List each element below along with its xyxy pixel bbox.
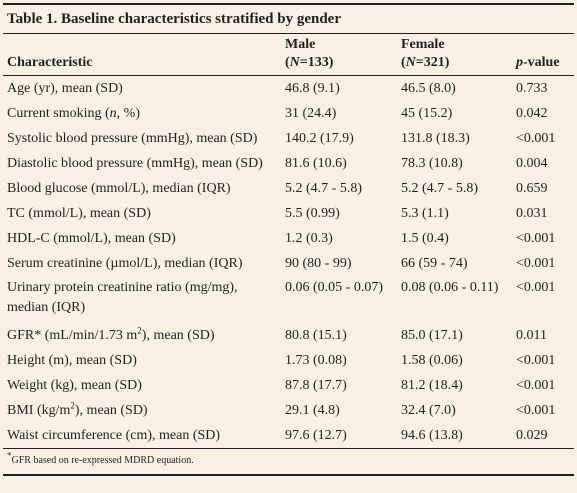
header-row-1: Male Female <box>3 34 574 54</box>
table-row: TC (mmol/L), mean (SD) 5.5 (0.99) 5.3 (1… <box>3 201 574 226</box>
male-value: 81.6 (10.6) <box>285 156 347 171</box>
table-row: BMI (kg/m2), mean (SD) 29.1 (4.8) 32.4 (… <box>3 398 574 423</box>
p-value: 0.029 <box>516 428 548 443</box>
p-value: <0.001 <box>516 280 556 295</box>
header-pvalue: p-value <box>512 54 574 76</box>
p-value: 0.733 <box>516 81 548 96</box>
row-label: Weight (kg), mean (SD) <box>7 378 142 393</box>
female-value: 85.0 (17.1) <box>401 328 463 343</box>
row-label: Current smoking (n, %) <box>7 106 140 121</box>
female-value: 5.2 (4.7 - 5.8) <box>401 181 478 196</box>
header-empty <box>3 34 281 54</box>
table-row: Weight (kg), mean (SD) 87.8 (17.7) 81.2 … <box>3 373 574 398</box>
row-label: Height (m), mean (SD) <box>7 353 137 368</box>
female-value: 45 (15.2) <box>401 106 453 121</box>
footnote-text: GFR based on re-expressed MDRD equation. <box>11 455 194 466</box>
female-n-label: N <box>405 55 416 70</box>
female-value: 1.58 (0.06) <box>401 353 463 368</box>
female-value: 94.6 (13.8) <box>401 428 463 443</box>
header-row-2: Characteristic (N=133) (N=321) p-value <box>3 54 574 76</box>
male-value: 90 (80 - 99) <box>285 256 352 271</box>
table-row: Waist circumference (cm), mean (SD) 97.6… <box>3 423 574 448</box>
female-value: 5.3 (1.1) <box>401 206 449 221</box>
p-value: <0.001 <box>516 378 556 393</box>
row-label: BMI (kg/m2), mean (SD) <box>7 400 148 418</box>
male-value: 87.8 (17.7) <box>285 378 347 393</box>
male-value: 5.5 (0.99) <box>285 206 340 221</box>
male-value: 97.6 (12.7) <box>285 428 347 443</box>
female-value: 66 (59 - 74) <box>401 256 468 271</box>
footnote: *GFR based on re-expressed MDRD equation… <box>3 449 574 474</box>
row-label: Serum creatinine (µmol/L), median (IQR) <box>7 256 243 271</box>
header-characteristic: Characteristic <box>3 54 281 76</box>
male-value: 0.06 (0.05 - 0.07) <box>285 280 383 295</box>
header-empty-2 <box>512 34 574 54</box>
male-value: 29.1 (4.8) <box>285 403 340 418</box>
footnote-mark: * <box>7 450 12 461</box>
table-row: GFR* (mL/min/1.73 m2), mean (SD) 80.8 (1… <box>3 323 574 348</box>
row-label: Systolic blood pressure (mmHg), mean (SD… <box>7 131 258 146</box>
table-container: Table 1. Baseline characteristics strati… <box>3 3 574 476</box>
male-value: 46.8 (9.1) <box>285 81 340 96</box>
p-value: 0.004 <box>516 156 548 171</box>
table-row: Serum creatinine (µmol/L), median (IQR) … <box>3 251 574 276</box>
table-row: Height (m), mean (SD) 1.73 (0.08) 1.58 (… <box>3 348 574 373</box>
table-row: Current smoking (n, %) 31 (24.4) 45 (15.… <box>3 101 574 126</box>
female-value: 131.8 (18.3) <box>401 131 470 146</box>
p-value: <0.001 <box>516 231 556 246</box>
header-female-n: (N=321) <box>397 54 512 76</box>
male-value: 1.2 (0.3) <box>285 231 333 246</box>
table-row: Systolic blood pressure (mmHg), mean (SD… <box>3 126 574 151</box>
row-label: Blood glucose (mmol/L), median (IQR) <box>7 181 231 196</box>
p-value: 0.659 <box>516 181 548 196</box>
footnote-rule <box>3 448 574 449</box>
header-female: Female <box>401 37 445 52</box>
female-value: 1.5 (0.4) <box>401 231 449 246</box>
baseline-table: Male Female Characteristic (N=133) (N=32… <box>3 34 574 448</box>
p-value: <0.001 <box>516 403 556 418</box>
p-value: 0.042 <box>516 106 548 121</box>
female-value: 81.2 (18.4) <box>401 378 463 393</box>
female-value: 46.5 (8.0) <box>401 81 456 96</box>
row-label: TC (mmol/L), mean (SD) <box>7 206 151 221</box>
male-value: 140.2 (17.9) <box>285 131 354 146</box>
row-label: HDL-C (mmol/L), mean (SD) <box>7 231 176 246</box>
male-value: 1.73 (0.08) <box>285 353 347 368</box>
male-value: 31 (24.4) <box>285 106 337 121</box>
header-male: Male <box>285 37 316 52</box>
female-value: 0.08 (0.06 - 0.11) <box>401 280 499 295</box>
table-row: Age (yr), mean (SD) 46.8 (9.1) 46.5 (8.0… <box>3 76 574 102</box>
table-row: Blood glucose (mmol/L), median (IQR) 5.2… <box>3 176 574 201</box>
title-rule <box>3 33 574 34</box>
table-title: Table 1. Baseline characteristics strati… <box>7 11 341 27</box>
row-label: Urinary protein creatinine ratio (mg/mg)… <box>7 280 238 315</box>
row-label: Waist circumference (cm), mean (SD) <box>7 428 221 443</box>
p-value: <0.001 <box>516 131 556 146</box>
table-row: HDL-C (mmol/L), mean (SD) 1.2 (0.3) 1.5 … <box>3 226 574 251</box>
male-value: 80.8 (15.1) <box>285 328 347 343</box>
p-value: <0.001 <box>516 256 556 271</box>
p-value: <0.001 <box>516 353 556 368</box>
table-row: Diastolic blood pressure (mmHg), mean (S… <box>3 151 574 176</box>
male-n-label: N <box>289 55 300 70</box>
p-value: 0.011 <box>516 328 547 343</box>
table-row: Urinary protein creatinine ratio (mg/mg)… <box>3 276 574 323</box>
row-label: GFR* (mL/min/1.73 m2), mean (SD) <box>7 325 215 343</box>
header-male-n: (N=133) <box>281 54 397 76</box>
female-value: 32.4 (7.0) <box>401 403 456 418</box>
row-label: Diastolic blood pressure (mmHg), mean (S… <box>7 156 263 171</box>
female-value: 78.3 (10.8) <box>401 156 463 171</box>
row-label: Age (yr), mean (SD) <box>7 81 123 96</box>
male-value: 5.2 (4.7 - 5.8) <box>285 181 362 196</box>
p-value: 0.031 <box>516 206 548 221</box>
